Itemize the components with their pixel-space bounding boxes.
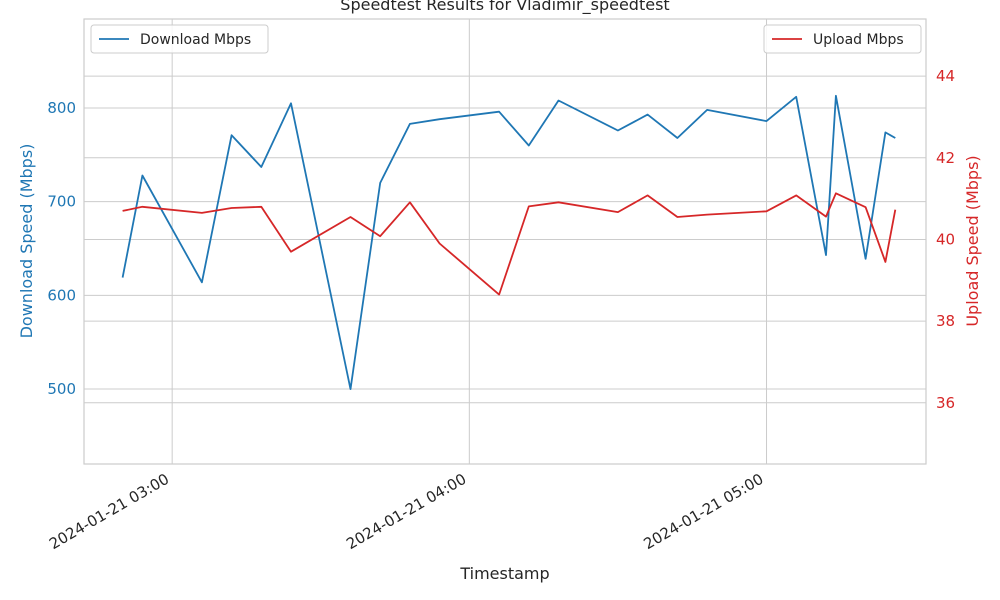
legend-download-label: Download Mbps xyxy=(140,32,251,48)
x-tick-label: 2024-01-21 04:00 xyxy=(343,470,469,553)
x-tick-label: 2024-01-21 05:00 xyxy=(640,470,766,553)
x-axis-ticks: 2024-01-21 03:00 2024-01-21 04:00 2024-01-… xyxy=(46,470,766,553)
right-axis-ticks: 36 38 40 42 44 xyxy=(936,67,955,412)
plot-frame xyxy=(83,18,927,465)
right-tick-label: 44 xyxy=(936,67,955,85)
x-tick-label: 2024-01-21 03:00 xyxy=(46,470,172,553)
left-tick-label: 800 xyxy=(47,99,76,117)
right-tick-label: 36 xyxy=(936,394,955,412)
right-tick-label: 38 xyxy=(936,312,955,330)
chart-title: Speedtest Results for Vladimir_speedtest xyxy=(340,0,669,15)
upload-series-line xyxy=(122,192,897,296)
legend-upload-box xyxy=(763,24,922,54)
left-tick-label: 600 xyxy=(47,286,76,304)
legend-upload-label: Upload Mbps xyxy=(813,32,904,48)
legend-download: Download Mbps xyxy=(90,24,269,54)
right-tick-label: 42 xyxy=(936,149,955,167)
left-axis-label: Download Speed (Mbps) xyxy=(17,144,36,339)
series-lines xyxy=(121,94,897,391)
legend-download-box xyxy=(90,24,269,54)
right-axis-label: Upload Speed (Mbps) xyxy=(963,155,982,326)
download-series-line xyxy=(121,94,896,391)
left-tick-label: 700 xyxy=(47,193,76,211)
grid-lines xyxy=(84,19,926,464)
left-tick-label: 500 xyxy=(47,380,76,398)
x-axis-label: Timestamp xyxy=(459,564,549,583)
left-axis-ticks: 500 600 700 800 xyxy=(47,99,76,398)
legend-upload: Upload Mbps xyxy=(763,24,922,54)
right-tick-label: 40 xyxy=(936,230,955,248)
